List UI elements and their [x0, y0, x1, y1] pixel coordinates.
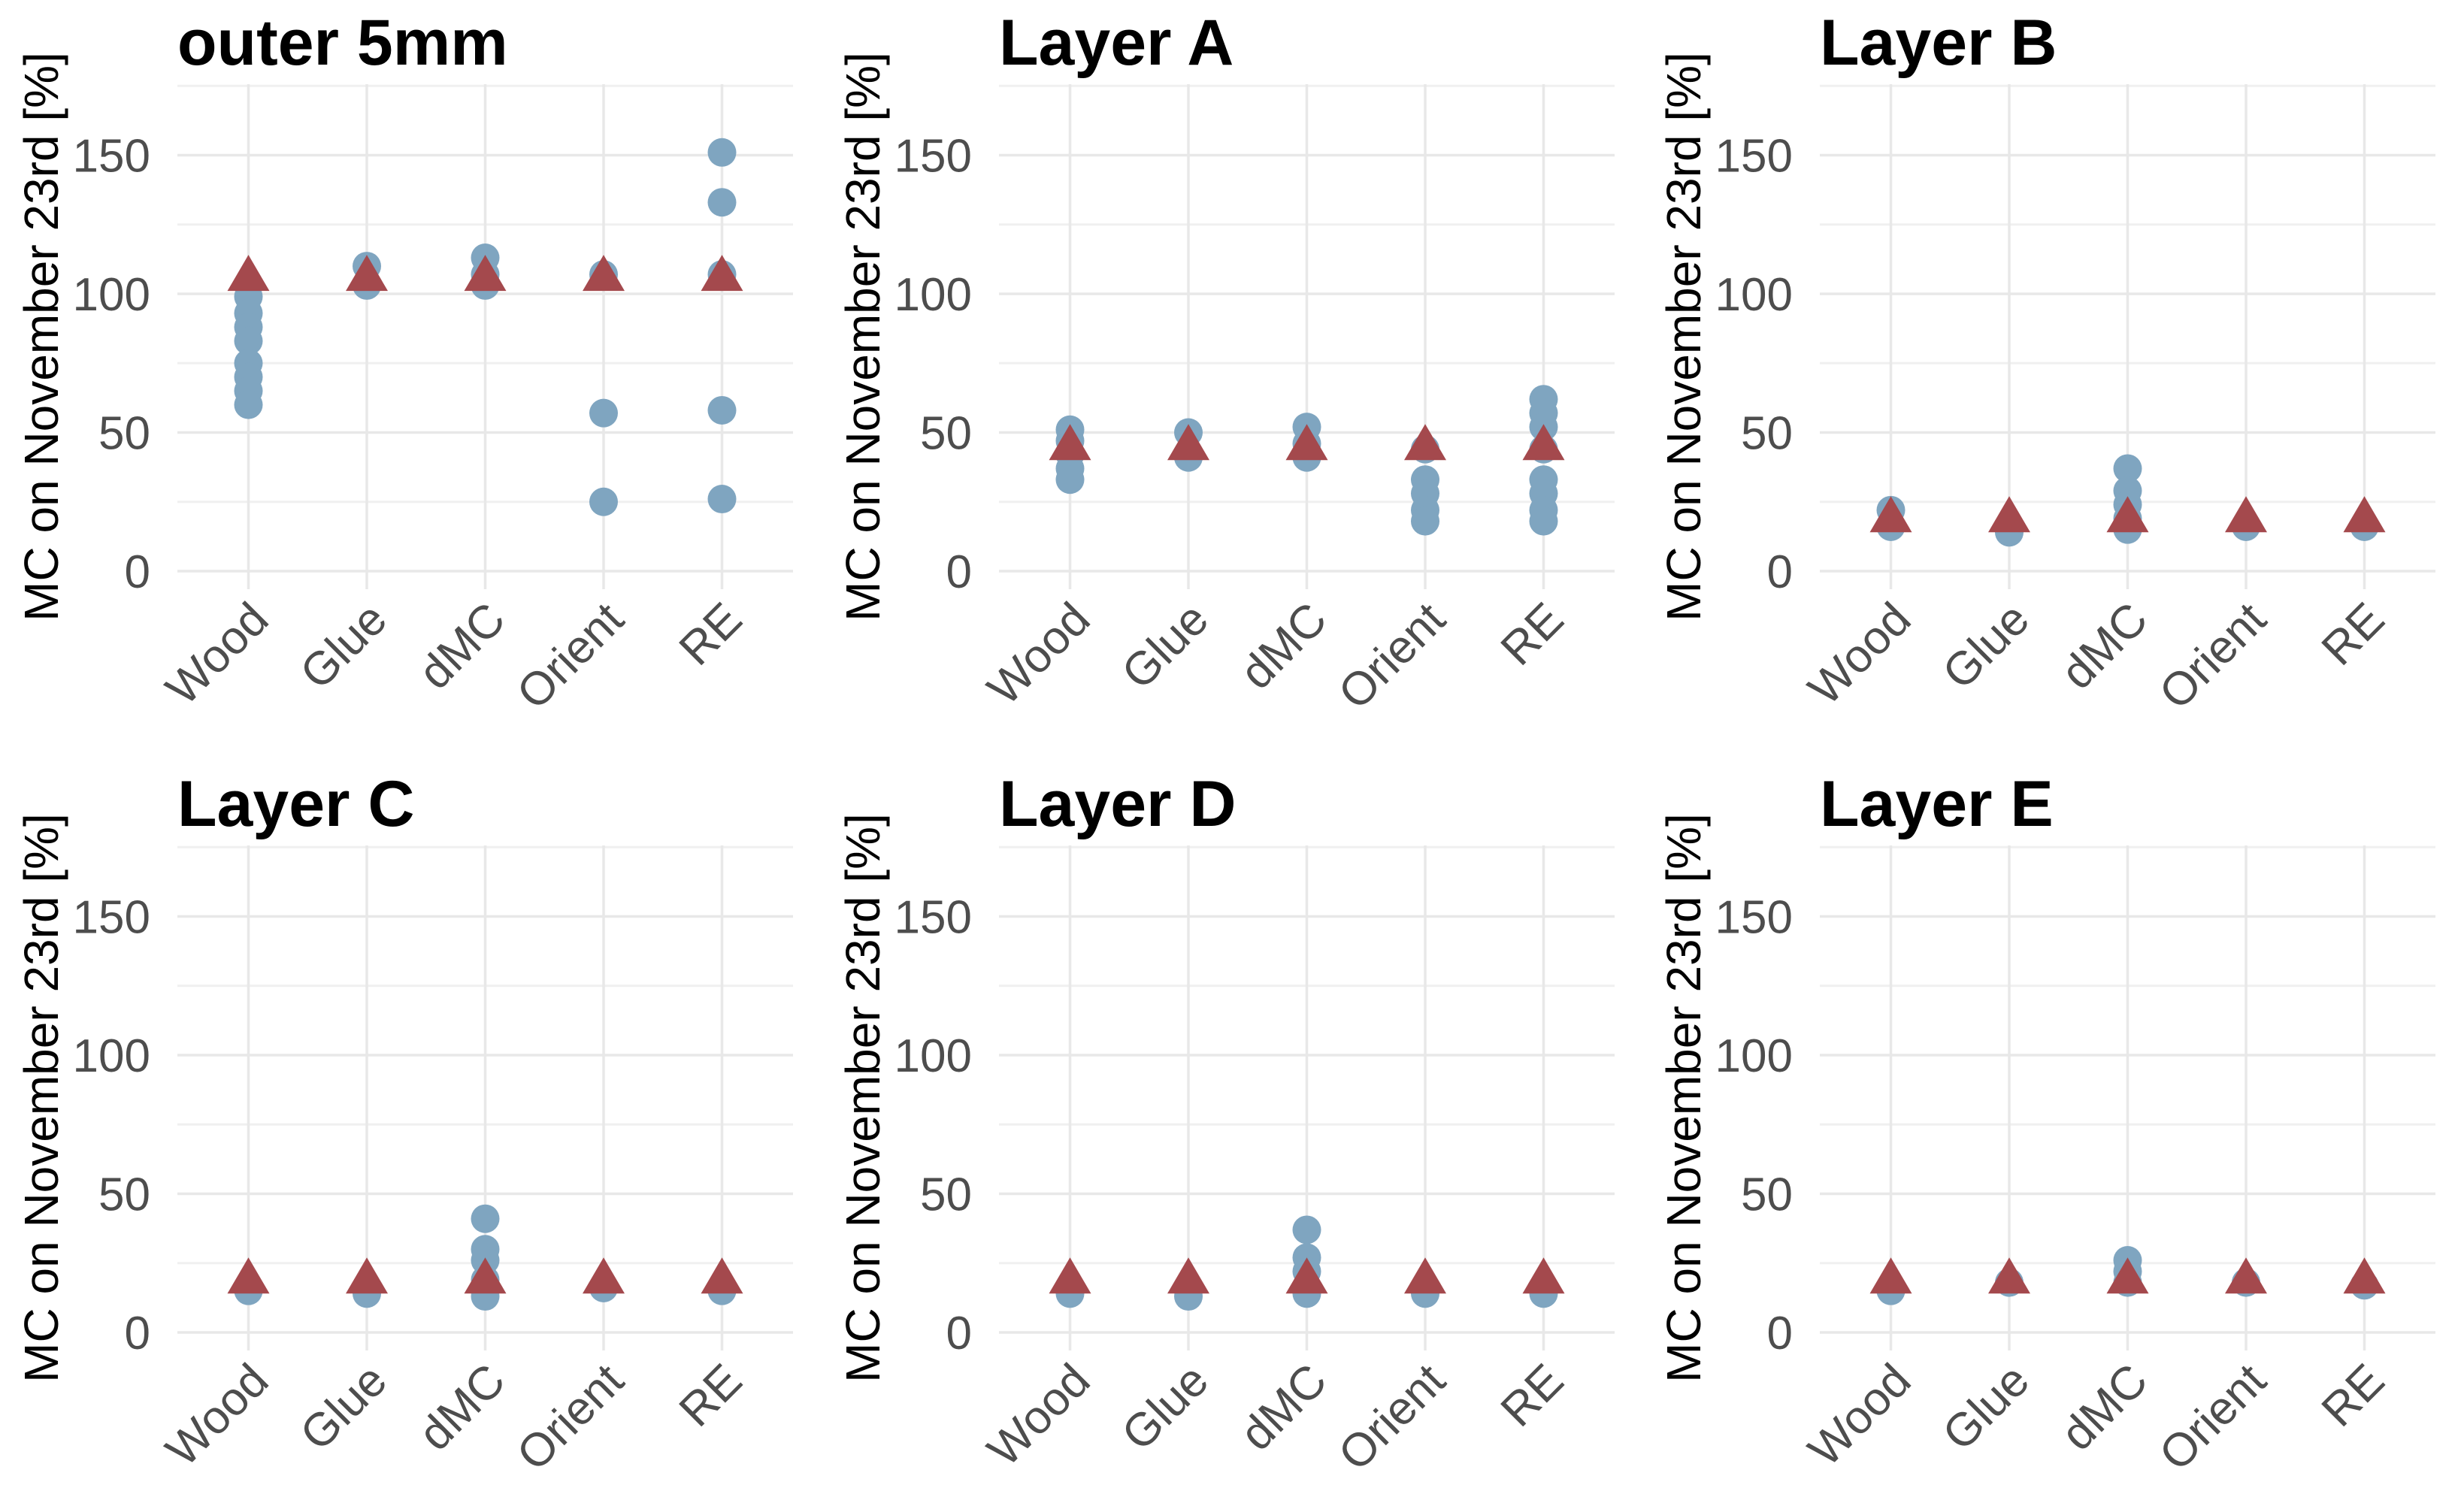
svg-text:0: 0 [1767, 546, 1793, 598]
svg-text:Wood: Wood [978, 1354, 1100, 1477]
subplot-layer-c: 0 50 100 150 Wood Glue dMC Orient RE Layer C MC … [0, 747, 822, 1494]
svg-text:Orient: Orient [1329, 1354, 1455, 1480]
svg-text:RE: RE [670, 593, 752, 676]
svg-text:RE: RE [1491, 1354, 1574, 1437]
svg-text:Wood: Wood [156, 1354, 279, 1477]
svg-text:Orient: Orient [2150, 593, 2276, 719]
svg-text:Glue: Glue [1933, 593, 2039, 699]
subplot-layer-a: 0 50 100 150 Wood Glue dMC Orient RE Layer A MC … [822, 0, 1643, 747]
panel-title: Layer C [177, 768, 415, 840]
svg-text:150: 150 [894, 131, 972, 183]
svg-text:Glue: Glue [1933, 1354, 2039, 1460]
y-axis-title: MC on November 23rd [%] [14, 52, 68, 621]
panel-title: Layer A [999, 7, 1234, 79]
y-axis-title: MC on November 23rd [%] [1657, 813, 1711, 1383]
svg-text:Glue: Glue [291, 593, 397, 699]
svg-text:Orient: Orient [507, 1354, 634, 1480]
svg-text:Orient: Orient [507, 593, 634, 719]
panel-title: Layer D [999, 768, 1237, 840]
y-axis-title: MC on November 23rd [%] [1657, 52, 1711, 621]
svg-text:150: 150 [1715, 131, 1793, 183]
panel-title: Layer E [1820, 768, 2054, 840]
svg-text:RE: RE [2312, 593, 2395, 676]
svg-text:150: 150 [73, 131, 150, 183]
svg-text:100: 100 [73, 1030, 150, 1082]
panel-title: outer 5mm [177, 7, 508, 79]
svg-text:Wood: Wood [1799, 593, 1921, 715]
svg-text:100: 100 [894, 1030, 972, 1082]
svg-text:Wood: Wood [156, 593, 279, 715]
svg-text:50: 50 [98, 408, 150, 460]
svg-text:0: 0 [125, 1308, 150, 1359]
svg-text:Orient: Orient [1329, 593, 1455, 719]
svg-text:dMC: dMC [409, 593, 515, 699]
svg-text:Orient: Orient [2150, 1354, 2276, 1480]
svg-text:0: 0 [946, 546, 972, 598]
subplot-outer-5mm: 0 50 100 150 Wood Glue dMC Orient RE outer 5mm M… [0, 0, 822, 747]
svg-text:50: 50 [1741, 408, 1793, 460]
svg-text:150: 150 [1715, 892, 1793, 944]
svg-text:50: 50 [920, 408, 972, 460]
svg-text:dMC: dMC [1230, 593, 1336, 699]
svg-text:100: 100 [73, 269, 150, 321]
svg-text:Glue: Glue [1112, 1354, 1218, 1460]
svg-text:150: 150 [73, 892, 150, 944]
svg-text:50: 50 [1741, 1169, 1793, 1221]
subplot-layer-e: 0 50 100 150 Wood Glue dMC Orient RE Layer E MC … [1642, 747, 2464, 1494]
svg-text:0: 0 [946, 1308, 972, 1359]
subplot-layer-b: 0 50 100 150 Wood Glue dMC Orient RE Layer B MC … [1642, 0, 2464, 747]
svg-text:RE: RE [2312, 1354, 2395, 1437]
svg-text:dMC: dMC [1230, 1354, 1336, 1460]
svg-text:RE: RE [670, 1354, 752, 1437]
svg-text:Glue: Glue [291, 1354, 397, 1460]
svg-text:100: 100 [894, 269, 972, 321]
svg-text:Glue: Glue [1112, 593, 1218, 699]
y-axis-title: MC on November 23rd [%] [14, 813, 68, 1383]
svg-text:dMC: dMC [2051, 593, 2157, 699]
svg-text:0: 0 [125, 546, 150, 598]
svg-text:150: 150 [894, 892, 972, 944]
svg-text:Wood: Wood [978, 593, 1100, 715]
svg-text:100: 100 [1715, 1030, 1793, 1082]
svg-text:dMC: dMC [2051, 1354, 2157, 1460]
panel-title: Layer B [1820, 7, 2057, 79]
svg-text:50: 50 [98, 1169, 150, 1221]
svg-text:dMC: dMC [409, 1354, 515, 1460]
svg-text:100: 100 [1715, 269, 1793, 321]
svg-text:50: 50 [920, 1169, 972, 1221]
subplot-layer-d: 0 50 100 150 Wood Glue dMC Orient RE Layer D MC … [822, 747, 1643, 1494]
svg-text:Wood: Wood [1799, 1354, 1921, 1477]
y-axis-title: MC on November 23rd [%] [836, 813, 890, 1383]
svg-text:0: 0 [1767, 1308, 1793, 1359]
y-axis-title: MC on November 23rd [%] [836, 52, 890, 621]
svg-text:RE: RE [1491, 593, 1574, 676]
